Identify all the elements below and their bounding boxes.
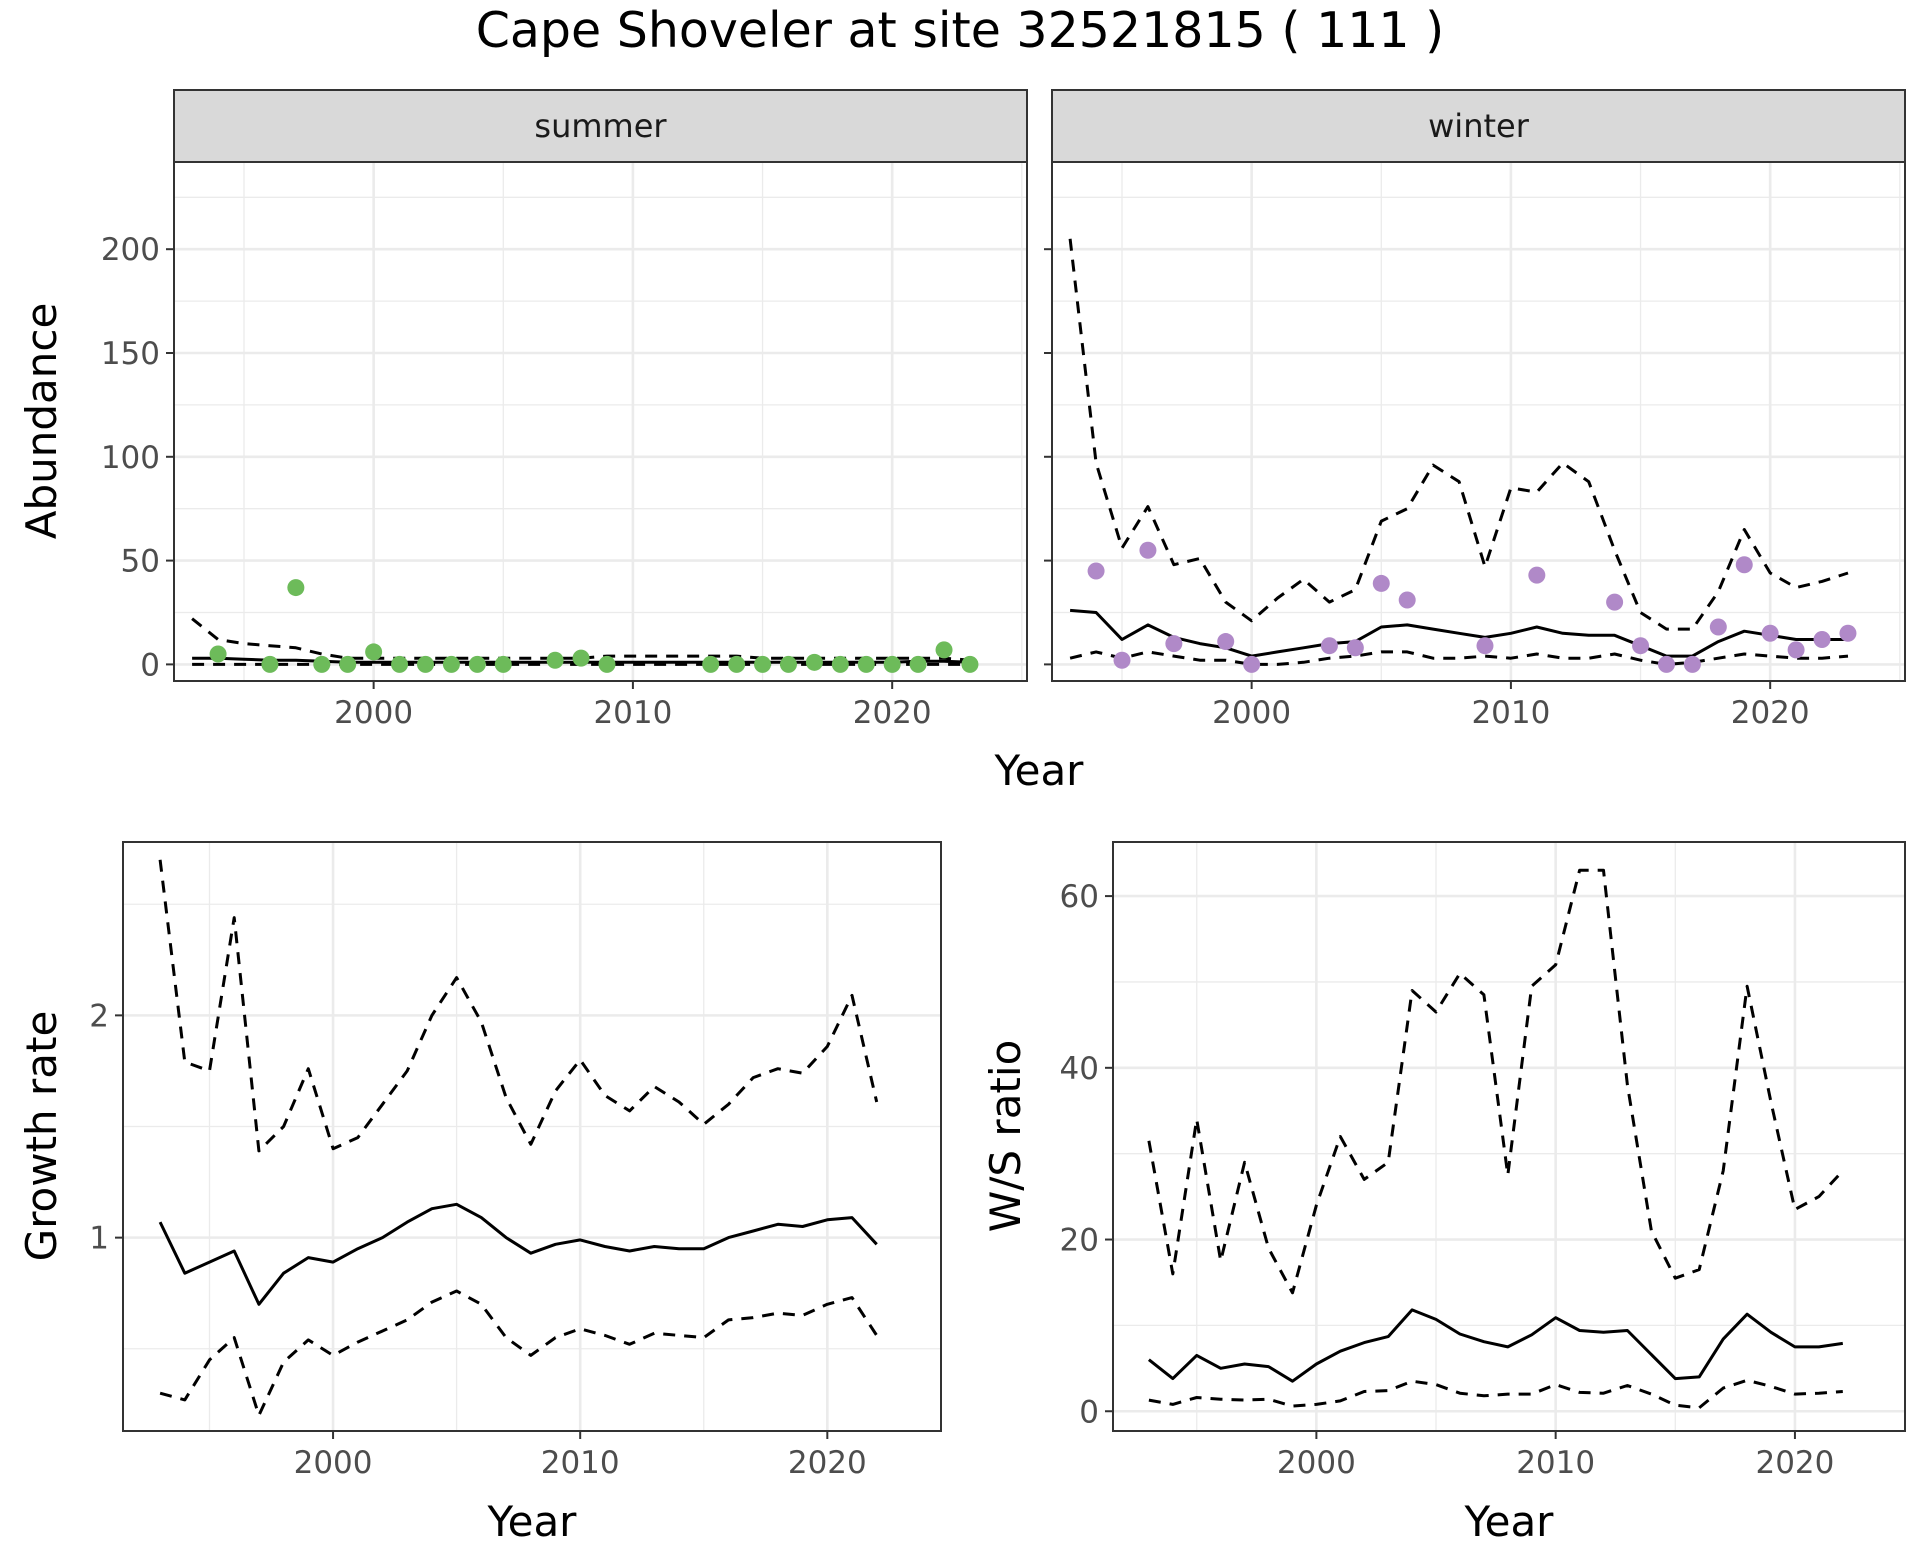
panel-summer-data-point <box>883 655 901 673</box>
y-tick-label: 60 <box>1060 879 1099 915</box>
x-tick-label: 2010 <box>541 1445 620 1481</box>
y-tick-label: 20 <box>1060 1223 1099 1259</box>
panel-winter-data-point <box>1243 655 1261 673</box>
panel-growth-series-interval-line-1 <box>158 859 879 1153</box>
facet-strip-label-summer: summer <box>534 107 667 145</box>
panel-winter-data-point <box>1813 630 1831 648</box>
panel-winter-data-point <box>1683 655 1701 673</box>
panel-winter-data-point <box>1139 541 1157 559</box>
panel-growth-background <box>123 842 941 1431</box>
panel-summer-data-point <box>313 655 331 673</box>
top-x-axis-title: Year <box>994 746 1085 795</box>
y-tick-label: 150 <box>101 336 160 372</box>
panel-summer-data-point <box>572 649 590 667</box>
x-tick-label: 2020 <box>788 1445 867 1481</box>
panel-summer-data-point <box>779 655 797 673</box>
panel-growth-y-axis-title: Growth rate <box>17 1011 66 1262</box>
y-tick-label: 2 <box>89 998 109 1034</box>
panel-summer-data-point <box>857 655 875 673</box>
panel-winter-series-interval-line-1 <box>1068 238 1849 631</box>
x-tick-label: 2010 <box>593 695 672 731</box>
panel-summer-data-point <box>598 655 616 673</box>
panel-winter-background <box>1052 162 1905 681</box>
x-tick-label: 2000 <box>334 695 413 731</box>
panel-winter-data-point <box>1735 556 1753 574</box>
x-tick-label: 2000 <box>1212 695 1291 731</box>
y-tick-label: 100 <box>101 440 160 476</box>
panel-winter-data-point <box>1165 635 1183 653</box>
panel-summer-data-point <box>365 643 383 661</box>
y-tick-label: 0 <box>140 647 160 683</box>
panel-winter-data-point <box>1606 593 1624 611</box>
panel-ws_ratio-series-estimate-line <box>1147 1308 1844 1383</box>
panel-summer-background <box>174 162 1027 681</box>
y-tick-label: 1 <box>89 1221 109 1257</box>
panel-summer-data-point <box>339 655 357 673</box>
y-tick-label: 40 <box>1060 1051 1099 1087</box>
panel-summer-data-point <box>961 655 979 673</box>
panel-winter-data-point <box>1761 624 1779 642</box>
panel-summer-y-axis-title: Abundance <box>17 303 66 540</box>
panel-winter-data-point <box>1217 633 1235 651</box>
panel-winter-data-point <box>1346 639 1364 657</box>
panel-summer-data-point <box>442 655 460 673</box>
panel-summer-data-point <box>287 579 305 597</box>
panel-winter-data-point <box>1632 637 1650 655</box>
panel-winter-data-point <box>1657 655 1675 673</box>
panel-summer-data-point <box>909 655 927 673</box>
x-tick-label: 2010 <box>1471 695 1550 731</box>
x-tick-label: 2020 <box>853 695 932 731</box>
x-tick-label: 2020 <box>1755 1445 1834 1481</box>
panel-ws_ratio-border <box>1112 841 1906 1432</box>
panel-ws_ratio-series-interval-line-1 <box>1147 868 1844 1295</box>
panel-winter-series-estimate-line <box>1069 608 1848 658</box>
panel-summer-data-point <box>468 655 486 673</box>
facet-strip-label-winter: winter <box>1428 107 1530 145</box>
panel-summer-data-point <box>261 655 279 673</box>
facet-strip-summer <box>173 89 1028 163</box>
x-tick-label: 2010 <box>1516 1445 1595 1481</box>
panel-winter-data-point <box>1113 651 1131 669</box>
x-tick-label: 2000 <box>294 1445 373 1481</box>
panel-summer-data-point <box>831 655 849 673</box>
panel-winter-data-point <box>1709 618 1727 636</box>
panel-summer-data-point <box>728 655 746 673</box>
panel-winter-data-point <box>1476 637 1494 655</box>
panel-winter-data-point <box>1787 641 1805 659</box>
panel-summer-data-point <box>391 655 409 673</box>
panel-winter-series-interval-line-2 <box>1069 650 1849 666</box>
panel-ws_ratio-y-axis-title: W/S ratio <box>981 1040 1030 1233</box>
x-tick-label: 2000 <box>1277 1445 1356 1481</box>
panel-winter-data-point <box>1372 574 1390 592</box>
x-tick-label: 2020 <box>1731 695 1810 731</box>
facet-strip-winter <box>1051 89 1906 163</box>
panel-winter-data-point <box>1528 566 1546 584</box>
panel-growth-border <box>122 841 942 1432</box>
y-tick-label: 0 <box>1079 1394 1099 1430</box>
panel-growth-series-interval-line-2 <box>159 1289 878 1417</box>
panel-winter-data-point <box>1087 562 1105 580</box>
panel-summer-data-point <box>935 641 953 659</box>
y-tick-label: 50 <box>121 544 160 580</box>
panel-winter-data-point <box>1398 591 1416 609</box>
panel-summer-data-point <box>209 645 227 663</box>
panel-winter-data-point <box>1320 637 1338 655</box>
panel-summer-data-point <box>754 655 772 673</box>
figure-title: Cape Shoveler at site 32521815 ( 111 ) <box>475 2 1445 59</box>
panel-summer-data-point <box>494 655 512 673</box>
panel-summer-data-point <box>805 653 823 671</box>
panel-summer-data-point <box>702 655 720 673</box>
panel-growth-series-estimate-line <box>158 1202 878 1306</box>
panel-summer-data-point <box>546 651 564 669</box>
panel-ws_ratio-x-axis-title: Year <box>1464 1497 1555 1546</box>
panel-growth-x-axis-title: Year <box>487 1497 578 1546</box>
y-tick-label: 200 <box>101 232 160 268</box>
panel-winter-data-point <box>1839 624 1857 642</box>
panel-summer-data-point <box>416 655 434 673</box>
